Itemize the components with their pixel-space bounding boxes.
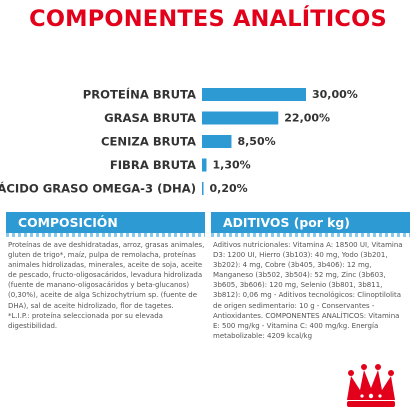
composicion-header: COMPOSICIÓN bbox=[6, 212, 205, 233]
bar-label-acido-graso-omega-3-dha: ÁCIDO GRASO OMEGA-3 (DHA) bbox=[0, 181, 196, 196]
bar-value-ceniza-bruta: 8,50% bbox=[237, 135, 275, 148]
bar-label-fibra-bruta: FIBRA BRUTA bbox=[110, 158, 196, 172]
aditivos-text: Aditivos nutricionales: Vitamina A: 1850… bbox=[213, 241, 403, 340]
bar-value-acido-graso-omega-3-dha: 0,20% bbox=[210, 182, 248, 195]
bar-fibra-bruta bbox=[202, 158, 207, 172]
nutrient-bar-chart: PROTEÍNA BRUTA 30,00% GRASA BRUTA 22,00% CEN… bbox=[0, 87, 358, 196]
composicion-text: Proteínas de ave deshidratadas, arroz, g… bbox=[8, 241, 205, 330]
bar-ceniza-bruta bbox=[202, 135, 232, 148]
bar-label-proteina-bruta: PROTEÍNA BRUTA bbox=[83, 87, 196, 102]
bar-proteina-bruta bbox=[202, 88, 306, 101]
composicion-stripe bbox=[6, 233, 205, 237]
bar-value-fibra-bruta: 1,30% bbox=[213, 159, 251, 172]
aditivos-header: ADITIVOS (por kg) bbox=[211, 212, 410, 233]
bar-grasa-bruta bbox=[202, 111, 279, 125]
bar-value-proteina-bruta: 30,00% bbox=[312, 88, 358, 101]
page-title: COMPONENTES ANALÍTICOS bbox=[29, 6, 387, 32]
bar-acido-graso-omega-3-dha bbox=[202, 182, 204, 195]
royal-canin-crown-icon bbox=[347, 364, 395, 407]
bar-label-ceniza-bruta: CENIZA BRUTA bbox=[101, 135, 196, 149]
bar-value-grasa-bruta: 22,00% bbox=[284, 112, 330, 125]
bar-label-grasa-bruta: GRASA BRUTA bbox=[104, 111, 196, 125]
aditivos-stripe bbox=[211, 233, 410, 237]
